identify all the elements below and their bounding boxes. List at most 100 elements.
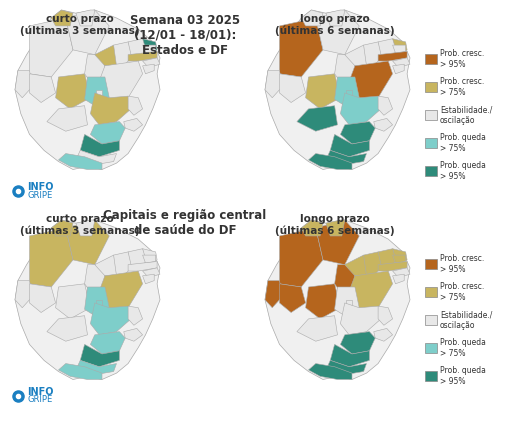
Text: Prob. queda
> 95%: Prob. queda > 95% [440, 161, 486, 181]
Polygon shape [326, 360, 367, 375]
Polygon shape [95, 255, 123, 276]
Bar [425, 54, 437, 64]
Polygon shape [334, 55, 355, 82]
Polygon shape [326, 151, 367, 165]
Polygon shape [374, 329, 393, 341]
Polygon shape [91, 122, 125, 144]
Text: longo prazo
(últimas 6 semanas): longo prazo (últimas 6 semanas) [275, 214, 395, 236]
Text: INFO: INFO [27, 387, 54, 397]
Text: Estabilidade./
oscilação: Estabilidade./ oscilação [440, 310, 492, 330]
Polygon shape [15, 281, 32, 308]
Text: curto prazo
(últimas 3 semanas): curto prazo (últimas 3 semanas) [20, 214, 140, 236]
Polygon shape [47, 106, 87, 131]
Bar [425, 287, 437, 297]
Polygon shape [30, 284, 56, 312]
Polygon shape [113, 252, 134, 276]
Polygon shape [306, 74, 340, 109]
Polygon shape [301, 10, 323, 26]
Polygon shape [344, 255, 374, 276]
Polygon shape [364, 252, 384, 276]
Polygon shape [279, 74, 306, 103]
Bar [425, 82, 437, 92]
Polygon shape [279, 18, 323, 77]
Polygon shape [334, 287, 359, 316]
Bar [425, 343, 437, 353]
Polygon shape [96, 90, 102, 95]
Polygon shape [76, 360, 117, 375]
Polygon shape [316, 10, 359, 55]
Polygon shape [393, 64, 404, 74]
Polygon shape [56, 74, 91, 109]
Polygon shape [15, 10, 160, 170]
Polygon shape [344, 271, 393, 312]
Polygon shape [85, 265, 105, 292]
Polygon shape [128, 96, 143, 115]
Bar [425, 166, 437, 176]
Polygon shape [15, 71, 32, 98]
Polygon shape [308, 363, 352, 379]
Polygon shape [340, 332, 375, 354]
Text: Estabilidade./
oscilação: Estabilidade./ oscilação [440, 105, 492, 125]
Polygon shape [85, 55, 105, 82]
Polygon shape [378, 306, 393, 325]
Polygon shape [306, 284, 340, 319]
Polygon shape [143, 249, 157, 263]
Polygon shape [393, 39, 407, 53]
Polygon shape [30, 228, 73, 287]
Polygon shape [346, 300, 352, 304]
Text: Prob. cresc.
> 95%: Prob. cresc. > 95% [440, 49, 484, 69]
Polygon shape [56, 284, 91, 319]
Polygon shape [265, 281, 282, 308]
Polygon shape [344, 45, 374, 66]
Polygon shape [265, 10, 410, 170]
Polygon shape [393, 249, 407, 263]
Polygon shape [393, 58, 410, 67]
Polygon shape [334, 265, 355, 292]
Text: Prob. cresc.
> 95%: Prob. cresc. > 95% [440, 254, 484, 274]
Polygon shape [297, 316, 338, 341]
Polygon shape [91, 303, 131, 335]
Polygon shape [374, 118, 393, 131]
Polygon shape [76, 151, 117, 165]
Polygon shape [76, 10, 95, 26]
Bar [425, 259, 437, 269]
Polygon shape [308, 153, 352, 170]
Polygon shape [340, 122, 375, 144]
Polygon shape [85, 77, 109, 106]
Polygon shape [51, 220, 73, 236]
Polygon shape [143, 255, 156, 263]
Polygon shape [113, 42, 134, 66]
Polygon shape [128, 39, 148, 58]
Polygon shape [265, 71, 282, 98]
Polygon shape [80, 344, 119, 367]
Polygon shape [66, 220, 109, 265]
Text: GRIPE: GRIPE [27, 190, 52, 200]
Polygon shape [128, 51, 157, 61]
Polygon shape [58, 363, 102, 379]
Polygon shape [143, 39, 157, 53]
Polygon shape [123, 329, 143, 341]
Polygon shape [85, 287, 109, 316]
Polygon shape [58, 153, 102, 170]
Polygon shape [143, 64, 154, 74]
Polygon shape [378, 51, 407, 61]
Polygon shape [393, 45, 405, 53]
Polygon shape [51, 10, 73, 26]
Text: Prob. queda
> 95%: Prob. queda > 95% [440, 366, 486, 386]
Polygon shape [364, 42, 384, 66]
Polygon shape [301, 220, 323, 236]
Polygon shape [340, 303, 381, 335]
Text: GRIPE: GRIPE [27, 396, 52, 404]
Polygon shape [279, 228, 323, 287]
Text: Semana 03 2025
(12/01 - 18/01):
Estados e DF: Semana 03 2025 (12/01 - 18/01): Estados … [130, 14, 240, 57]
Polygon shape [378, 262, 407, 271]
Polygon shape [143, 274, 154, 284]
Polygon shape [47, 316, 87, 341]
Polygon shape [143, 268, 160, 277]
Polygon shape [326, 10, 344, 26]
Text: longo prazo
(últimas 6 semanas): longo prazo (últimas 6 semanas) [275, 14, 395, 36]
Polygon shape [128, 262, 157, 271]
Polygon shape [316, 220, 359, 265]
Polygon shape [378, 39, 399, 58]
Text: Prob. queda
> 75%: Prob. queda > 75% [440, 338, 486, 358]
